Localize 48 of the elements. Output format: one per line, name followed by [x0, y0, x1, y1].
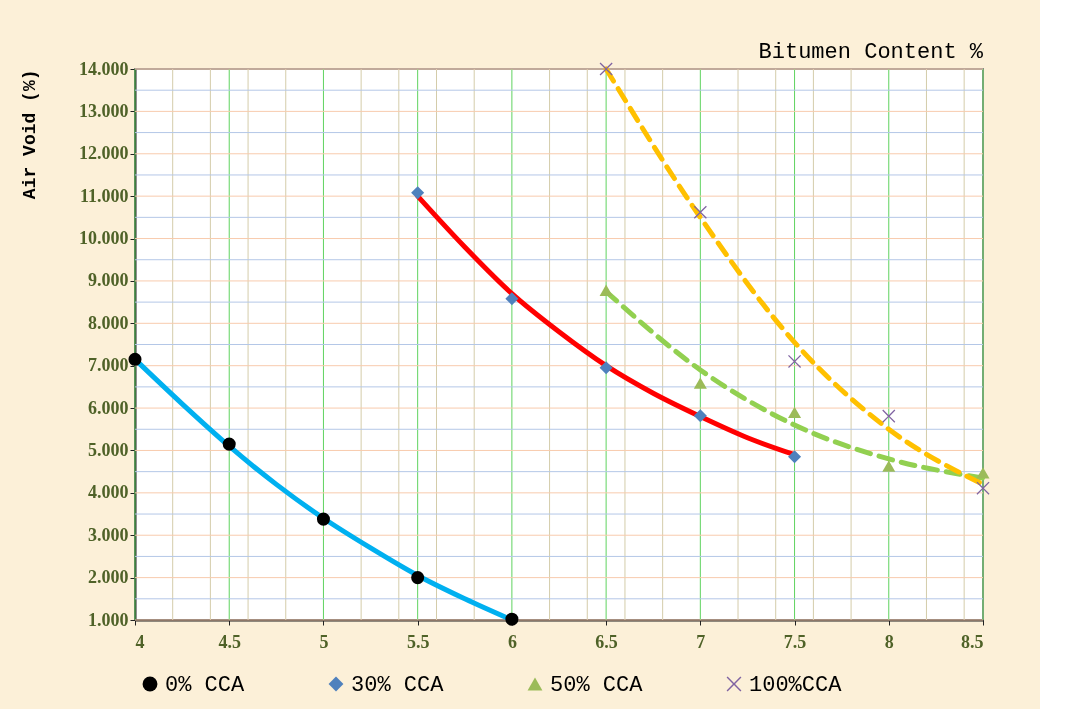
y-tick-label: 6.000 [88, 397, 129, 418]
legend-label: 0% CCA [165, 673, 246, 698]
point [788, 450, 802, 464]
point [411, 571, 425, 585]
y-tick-label: 7.000 [88, 355, 129, 376]
point [505, 612, 519, 626]
point [411, 186, 425, 200]
y-tick-label: 4.000 [88, 482, 129, 503]
point [976, 467, 990, 479]
point [599, 284, 613, 296]
legend-label: 100%CCA [749, 673, 843, 698]
point [693, 377, 707, 389]
y-tick-label: 14.000 [79, 58, 129, 79]
y-tick-label: 5.000 [88, 439, 129, 460]
y-axis-title: Air Void (%) [20, 69, 40, 200]
y-tick-label: 1.000 [88, 609, 129, 630]
x-tick-label: 7.5 [783, 631, 807, 652]
x-tick-label: 5.5 [406, 631, 430, 652]
x-tick-label: 8 [884, 631, 894, 652]
point [599, 361, 613, 375]
x-tick-label: 7 [696, 631, 706, 652]
x-tick-label: 4.5 [218, 631, 241, 652]
point [599, 62, 613, 76]
point [882, 460, 896, 472]
point [976, 481, 990, 495]
x-tick-label: 6 [507, 631, 517, 652]
point [222, 437, 236, 451]
y-tick-label: 8.000 [88, 312, 129, 333]
y-tick-label: 10.000 [79, 228, 129, 249]
y-tick-label: 13.000 [79, 100, 129, 121]
x-axis-title: Bitumen Content % [758, 40, 984, 65]
legend-label: 30% CCA [351, 673, 445, 698]
point [128, 352, 142, 366]
y-tick-label: 12.000 [79, 143, 129, 164]
y-tick-label: 11.000 [79, 185, 129, 206]
x-tick-label: 5 [319, 631, 329, 652]
x-tick-label: 4 [135, 631, 145, 652]
point [316, 512, 330, 526]
y-tick-label: 2.000 [88, 567, 129, 588]
y-tick-label: 9.000 [88, 270, 129, 291]
point [882, 409, 896, 423]
legend-label: 50% CCA [550, 673, 644, 698]
point [693, 409, 707, 423]
x-tick-label: 6.5 [595, 631, 618, 652]
x-tick-label: 8.5 [961, 631, 984, 652]
point [505, 292, 519, 306]
y-tick-label: 3.000 [88, 524, 129, 545]
point [788, 406, 802, 418]
